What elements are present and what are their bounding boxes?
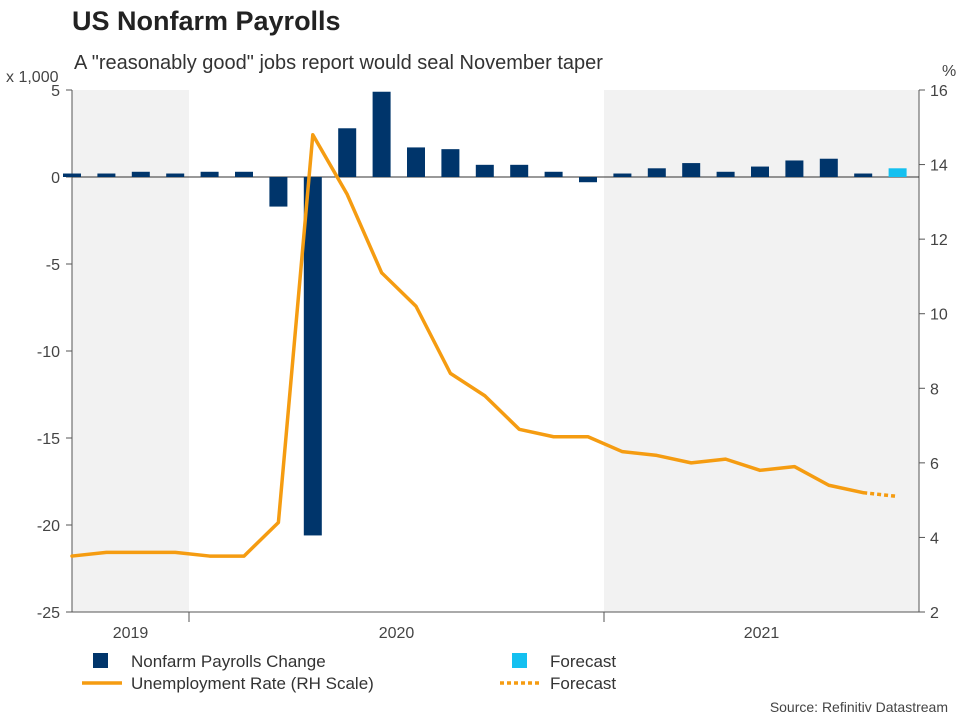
payroll-bar-2020-06 xyxy=(407,147,425,177)
payroll-bar-2021-06 xyxy=(819,158,838,177)
year-label-2019: 2019 xyxy=(113,625,149,642)
payroll-bar-2020-10 xyxy=(544,171,563,177)
year-label-2021: 2021 xyxy=(744,625,780,642)
payroll-bar-2021-03 xyxy=(716,171,735,177)
payroll-bar-2019-12 xyxy=(200,171,219,177)
right-tick-label: 6 xyxy=(930,456,939,473)
payroll-bar-2019-08 xyxy=(63,173,81,177)
year-band-2019 xyxy=(72,90,189,612)
right-tick-label: 4 xyxy=(930,530,939,547)
legend-label-unemployment: Unemployment Rate (RH Scale) xyxy=(131,674,374,693)
left-tick-label: -15 xyxy=(37,431,60,448)
unemployment-rate-line xyxy=(70,132,865,558)
left-tick-label: 5 xyxy=(51,83,60,100)
legend-label-payrolls: Nonfarm Payrolls Change xyxy=(131,652,326,671)
left-tick-label: 0 xyxy=(51,170,60,187)
payroll-bar-2020-08 xyxy=(475,164,494,177)
payroll-bar-2020-11 xyxy=(579,177,597,183)
source-note: Source: Refinitiv Datastream xyxy=(769,699,948,715)
payroll-bars xyxy=(63,91,907,536)
unemployment-forecast-line xyxy=(863,490,898,499)
payroll-bar-2021-02 xyxy=(682,163,701,177)
left-tick-label: -20 xyxy=(37,518,60,535)
left-tick-label: -25 xyxy=(37,605,60,622)
payroll-bar-2021-05 xyxy=(785,160,804,177)
chart-subtitle: A "reasonably good" jobs report would se… xyxy=(74,52,603,74)
payroll-bar-2020-04 xyxy=(338,128,357,177)
payroll-bar-2020-05 xyxy=(372,91,391,177)
axis-labels: 5 0 -5 -10 -15 -20 -25 16 14 12 10 8 6 4 2 x 1,000 % 2019… xyxy=(6,63,956,642)
payroll-bar-2020-09 xyxy=(510,164,529,177)
legend-label-line-forecast: Forecast xyxy=(550,674,616,693)
right-tick-label: 12 xyxy=(930,232,948,249)
left-tick-label: -10 xyxy=(37,344,60,361)
payroll-bar-2019-09 xyxy=(97,173,116,177)
left-tick-label: -5 xyxy=(46,257,60,274)
chart-title: US Nonfarm Payrolls xyxy=(72,6,341,36)
right-tick-label: 8 xyxy=(930,381,939,398)
legend-swatch-payrolls xyxy=(93,653,108,668)
legend: Nonfarm Payrolls Change Forecast Unemploym… xyxy=(82,652,616,693)
payroll-bar-2021-01 xyxy=(647,168,666,177)
right-axis-unit: % xyxy=(942,63,956,80)
right-tick-label: 2 xyxy=(930,605,939,622)
payroll-bar-2021-04 xyxy=(751,166,769,177)
payroll-bar-2020-03 xyxy=(303,177,322,536)
left-axis-unit: x 1,000 xyxy=(6,69,59,86)
payroll-bar-2020-07 xyxy=(441,149,460,177)
payroll-bar-2020-02 xyxy=(269,177,288,207)
payroll-bar-2020-12 xyxy=(613,173,632,177)
right-tick-label: 10 xyxy=(930,307,948,324)
legend-swatch-bar-forecast xyxy=(512,653,527,668)
year-label-2020: 2020 xyxy=(379,625,415,642)
right-tick-label: 14 xyxy=(930,158,948,175)
right-tick-label: 16 xyxy=(930,83,948,100)
payroll-bar-2020-01 xyxy=(235,171,253,177)
unemployment-line xyxy=(70,132,898,558)
payroll-bar-2019-10 xyxy=(131,171,150,177)
legend-label-bar-forecast: Forecast xyxy=(550,652,616,671)
payroll-bar-2021-07 xyxy=(854,173,873,177)
payroll-bar-2019-11 xyxy=(166,173,185,177)
payroll-forecast-bar-2021-08 xyxy=(888,168,907,177)
